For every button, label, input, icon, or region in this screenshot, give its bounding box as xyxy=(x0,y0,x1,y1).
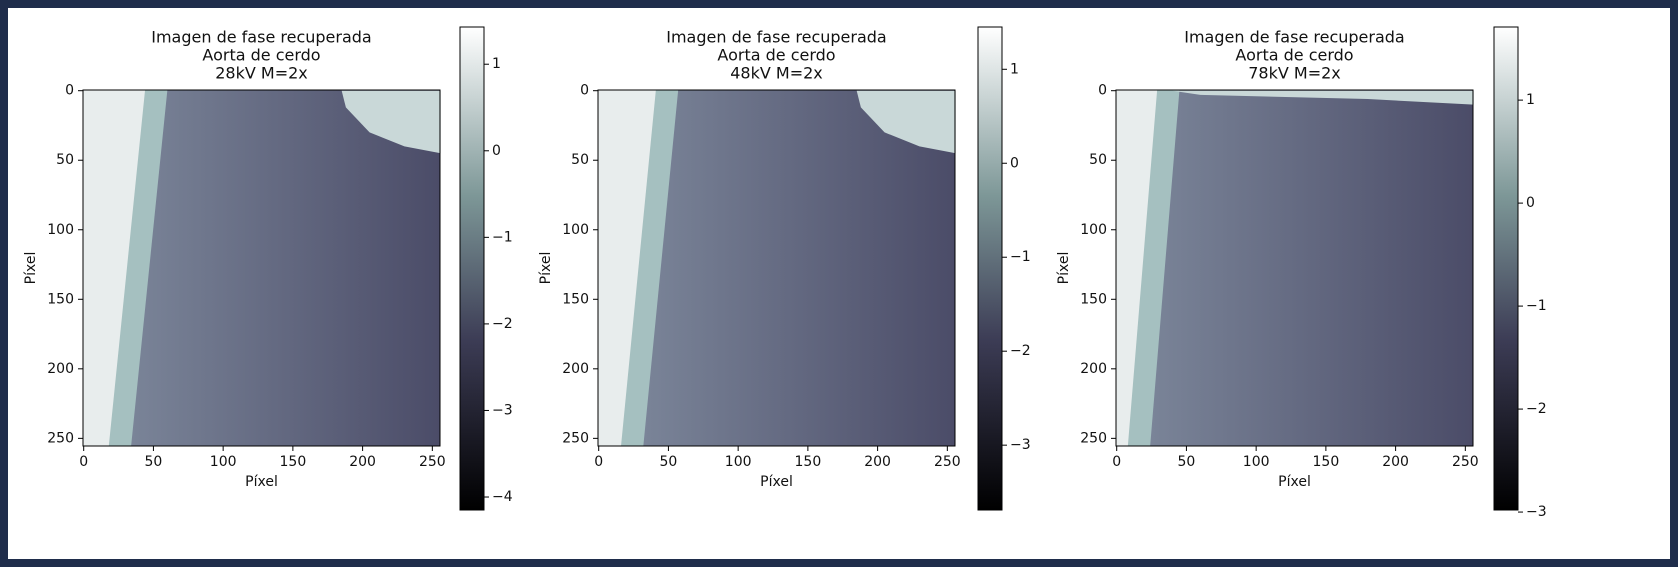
colorbar-tick-label: −3 xyxy=(1526,504,1547,520)
y-tick-label: 50 xyxy=(571,152,589,168)
y-tick-label: 200 xyxy=(562,361,589,377)
y-tick-label: 250 xyxy=(47,430,74,446)
x-tick-label: 200 xyxy=(1382,454,1409,470)
x-tick-label: 150 xyxy=(1313,454,1340,470)
x-tick-label: 150 xyxy=(280,454,307,470)
x-tick-label: 100 xyxy=(725,454,752,470)
colorbar-tick-label: −2 xyxy=(492,316,513,332)
y-axis-label: Píxel xyxy=(538,252,554,285)
image-tissue xyxy=(643,90,955,446)
colorbar xyxy=(977,26,1003,511)
y-tick-label: 200 xyxy=(1080,361,1107,377)
colorbar-tick-label: −1 xyxy=(492,229,513,245)
x-tick-label: 50 xyxy=(660,454,678,470)
y-tick-label: 150 xyxy=(47,291,74,307)
colorbar-tick-label: −4 xyxy=(492,489,513,505)
image-patch xyxy=(1172,90,1474,105)
y-tick-label: 100 xyxy=(1080,222,1107,238)
x-tick-label: 150 xyxy=(795,454,822,470)
x-tick-label: 50 xyxy=(145,454,163,470)
image-patch xyxy=(856,90,956,154)
y-tick-label: 0 xyxy=(65,83,74,99)
x-tick-label: 0 xyxy=(594,454,603,470)
y-tick-label: 100 xyxy=(47,222,74,238)
x-tick-label: 0 xyxy=(1112,454,1121,470)
colorbar-tick-label: −1 xyxy=(1010,249,1031,265)
colorbar-tick-label: −3 xyxy=(492,402,513,418)
chart-title: Imagen de fase recuperada xyxy=(151,28,371,47)
x-tick-label: 100 xyxy=(210,454,237,470)
x-axis-label: Píxel xyxy=(760,474,793,490)
colorbar-tick-label: 0 xyxy=(1526,195,1535,211)
chart-title: Imagen de fase recuperada xyxy=(666,28,886,47)
x-tick-label: 250 xyxy=(419,454,446,470)
x-tick-label: 250 xyxy=(934,454,961,470)
colorbar-tick-label: −3 xyxy=(1010,437,1031,453)
colorbar-tick-label: −2 xyxy=(1526,401,1547,417)
chart-title: 48kV M=2x xyxy=(730,64,823,83)
image-tissue xyxy=(1150,90,1473,446)
colorbar-tick-label: 0 xyxy=(492,143,501,159)
y-tick-label: 50 xyxy=(56,152,74,168)
y-axis-label: Píxel xyxy=(1056,252,1072,285)
chart-title: Aorta de cerdo xyxy=(717,46,835,65)
x-tick-label: 200 xyxy=(864,454,891,470)
x-tick-label: 0 xyxy=(79,454,88,470)
y-tick-label: 250 xyxy=(1080,430,1107,446)
y-tick-label: 50 xyxy=(1089,152,1107,168)
colorbar-tick-label: −1 xyxy=(1526,298,1547,314)
chart-title: Aorta de cerdo xyxy=(1235,46,1353,65)
image-patch xyxy=(341,90,441,154)
chart-title: 28kV M=2x xyxy=(215,64,308,83)
y-tick-label: 200 xyxy=(47,361,74,377)
x-tick-label: 100 xyxy=(1243,454,1270,470)
y-tick-label: 250 xyxy=(562,430,589,446)
colorbar-tick-label: 1 xyxy=(1526,92,1535,108)
x-tick-label: 50 xyxy=(1178,454,1196,470)
image-tissue xyxy=(131,90,440,446)
colorbar-tick-label: 1 xyxy=(492,56,501,72)
colorbar-tick-label: 0 xyxy=(1010,155,1019,171)
axes-frame xyxy=(82,89,441,447)
x-tick-label: 200 xyxy=(349,454,376,470)
chart-title: Imagen de fase recuperada xyxy=(1184,28,1404,47)
colorbar xyxy=(1493,26,1519,511)
colorbar-tick-label: 1 xyxy=(1010,61,1019,77)
x-tick-label: 250 xyxy=(1452,454,1479,470)
y-tick-label: 0 xyxy=(580,83,589,99)
y-tick-label: 150 xyxy=(1080,291,1107,307)
y-axis-label: Píxel xyxy=(23,252,39,285)
y-tick-label: 100 xyxy=(562,222,589,238)
axes-frame xyxy=(597,89,956,447)
colorbar-tick-label: −2 xyxy=(1010,343,1031,359)
chart-title: Aorta de cerdo xyxy=(202,46,320,65)
x-axis-label: Píxel xyxy=(1278,474,1311,490)
chart-title: 78kV M=2x xyxy=(1248,64,1341,83)
axes-frame xyxy=(1115,89,1474,447)
y-tick-label: 0 xyxy=(1098,83,1107,99)
colorbar xyxy=(459,26,485,511)
x-axis-label: Píxel xyxy=(245,474,278,490)
y-tick-label: 150 xyxy=(562,291,589,307)
